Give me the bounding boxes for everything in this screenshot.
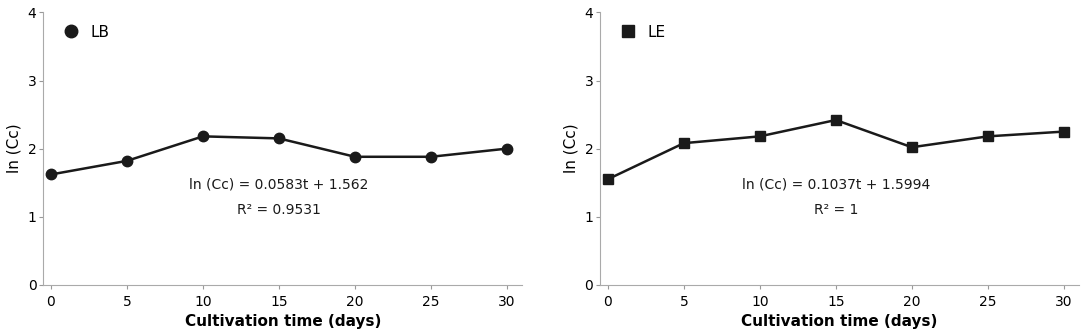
Legend: LB: LB — [51, 20, 114, 44]
Text: R² = 0.9531: R² = 0.9531 — [237, 203, 320, 217]
Y-axis label: ln (Cc): ln (Cc) — [7, 124, 22, 173]
Text: ln (Cc) = 0.1037t + 1.5994: ln (Cc) = 0.1037t + 1.5994 — [742, 178, 930, 192]
Legend: LE: LE — [608, 20, 670, 44]
Text: R² = 1: R² = 1 — [813, 203, 858, 217]
Y-axis label: ln (Cc): ln (Cc) — [564, 124, 579, 173]
X-axis label: Cultivation time (days): Cultivation time (days) — [742, 314, 938, 329]
X-axis label: Cultivation time (days): Cultivation time (days) — [185, 314, 381, 329]
Text: ln (Cc) = 0.0583t + 1.562: ln (Cc) = 0.0583t + 1.562 — [189, 178, 368, 192]
